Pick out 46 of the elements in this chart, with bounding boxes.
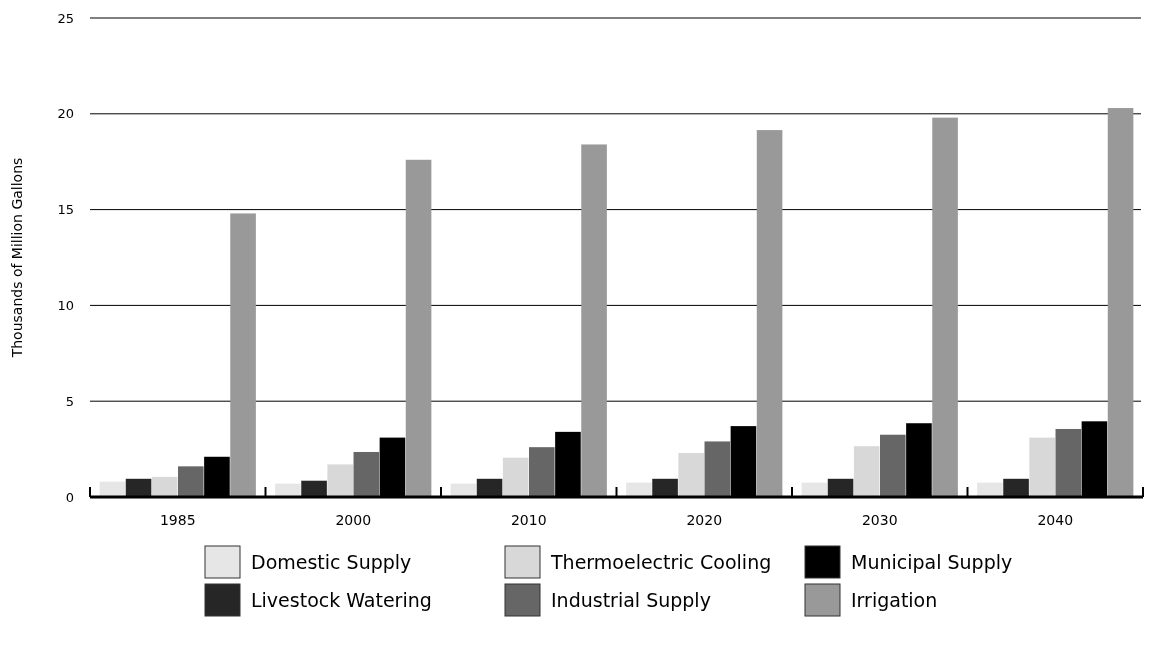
bar bbox=[652, 478, 678, 497]
bar bbox=[327, 464, 353, 497]
bar bbox=[756, 130, 783, 497]
legend-label: Livestock Watering bbox=[251, 588, 432, 611]
bar bbox=[1055, 428, 1082, 497]
x-tick-label: 2010 bbox=[510, 512, 547, 528]
legend-label: Irrigation bbox=[851, 588, 938, 611]
bar bbox=[853, 446, 880, 497]
bar bbox=[529, 447, 555, 497]
y-tick-label: 0 bbox=[65, 489, 74, 505]
bar bbox=[405, 159, 432, 497]
y-tick-label: 15 bbox=[57, 202, 74, 218]
y-tick-label: 5 bbox=[65, 393, 74, 409]
bar bbox=[880, 434, 906, 497]
bar bbox=[1107, 108, 1134, 497]
legend-label: Thermoelectric Cooling bbox=[550, 550, 772, 573]
x-tick-label: 1985 bbox=[159, 512, 196, 528]
bar bbox=[932, 117, 958, 497]
y-tick-label: 20 bbox=[57, 106, 74, 122]
legend-label: Industrial Supply bbox=[551, 588, 711, 611]
bar bbox=[275, 483, 301, 497]
bar bbox=[353, 451, 380, 497]
bar bbox=[827, 478, 854, 497]
bar bbox=[678, 452, 704, 497]
legend-label: Domestic Supply bbox=[251, 550, 412, 573]
bar bbox=[502, 457, 529, 497]
y-axis-title: Thousands of Million Gallons bbox=[9, 157, 25, 359]
bar bbox=[1029, 437, 1055, 497]
y-tick-label: 25 bbox=[57, 10, 74, 26]
bar bbox=[626, 482, 652, 497]
bar bbox=[704, 441, 731, 497]
bar bbox=[476, 478, 503, 497]
x-tick-label: 2020 bbox=[686, 512, 723, 528]
y-tick-label: 10 bbox=[57, 297, 74, 313]
bar bbox=[230, 213, 256, 497]
bar bbox=[1003, 478, 1029, 497]
legend-label: Municipal Supply bbox=[851, 550, 1013, 573]
bar bbox=[151, 476, 178, 497]
bar bbox=[125, 478, 152, 497]
x-tick-label: 2000 bbox=[335, 512, 372, 528]
bar bbox=[977, 482, 1003, 497]
x-tick-label: 2040 bbox=[1037, 512, 1074, 528]
x-tick-label: 2030 bbox=[861, 512, 898, 528]
bar bbox=[581, 144, 607, 497]
bar bbox=[301, 480, 327, 497]
bar bbox=[178, 466, 204, 497]
